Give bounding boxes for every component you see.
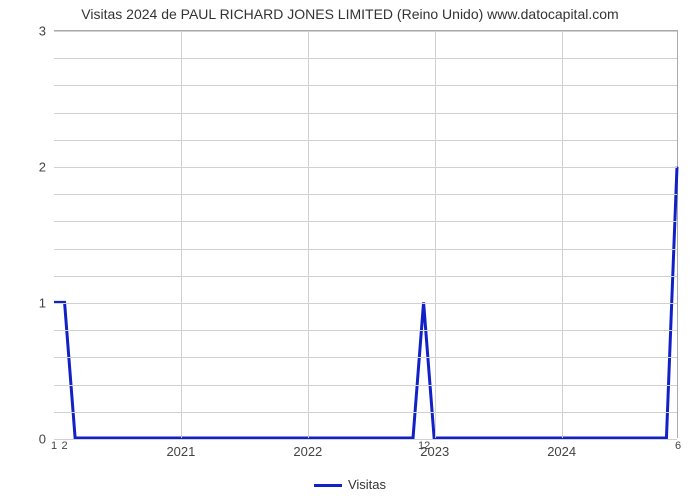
x-gridline xyxy=(562,31,563,438)
y-minor-gridline xyxy=(54,330,677,331)
y-tick-label: 1 xyxy=(39,296,54,311)
y-tick-label: 3 xyxy=(39,24,54,39)
y-minor-gridline xyxy=(54,58,677,59)
y-minor-gridline xyxy=(54,221,677,222)
x-gridline xyxy=(435,31,436,438)
y-minor-gridline xyxy=(54,194,677,195)
x-gridline xyxy=(181,31,182,438)
y-minor-gridline xyxy=(54,385,677,386)
chart-title: Visitas 2024 de PAUL RICHARD JONES LIMIT… xyxy=(0,6,700,22)
y-minor-gridline xyxy=(54,249,677,250)
legend-swatch xyxy=(314,484,342,487)
y-minor-gridline xyxy=(54,140,677,141)
legend-label: Visitas xyxy=(348,477,386,492)
x-minor-label: 12 xyxy=(418,438,430,452)
y-minor-gridline xyxy=(54,276,677,277)
x-minor-label: 2 xyxy=(62,438,68,452)
plot-area: 0123202120222023202412126 xyxy=(54,30,678,438)
legend: Visitas xyxy=(0,477,700,492)
y-tick-label: 2 xyxy=(39,160,54,175)
x-minor-label: 6 xyxy=(675,438,681,452)
y-minor-gridline xyxy=(54,357,677,358)
line-series xyxy=(54,31,677,438)
x-tick-label: 2021 xyxy=(166,438,195,459)
y-gridline xyxy=(54,167,677,168)
y-minor-gridline xyxy=(54,113,677,114)
x-minor-label: 1 xyxy=(51,438,57,452)
x-tick-label: 2024 xyxy=(547,438,576,459)
x-tick-label: 2022 xyxy=(293,438,322,459)
x-gridline xyxy=(308,31,309,438)
y-gridline xyxy=(54,31,677,32)
y-gridline xyxy=(54,439,677,440)
y-minor-gridline xyxy=(54,85,677,86)
chart-container: Visitas 2024 de PAUL RICHARD JONES LIMIT… xyxy=(0,0,700,500)
y-minor-gridline xyxy=(54,412,677,413)
y-gridline xyxy=(54,303,677,304)
